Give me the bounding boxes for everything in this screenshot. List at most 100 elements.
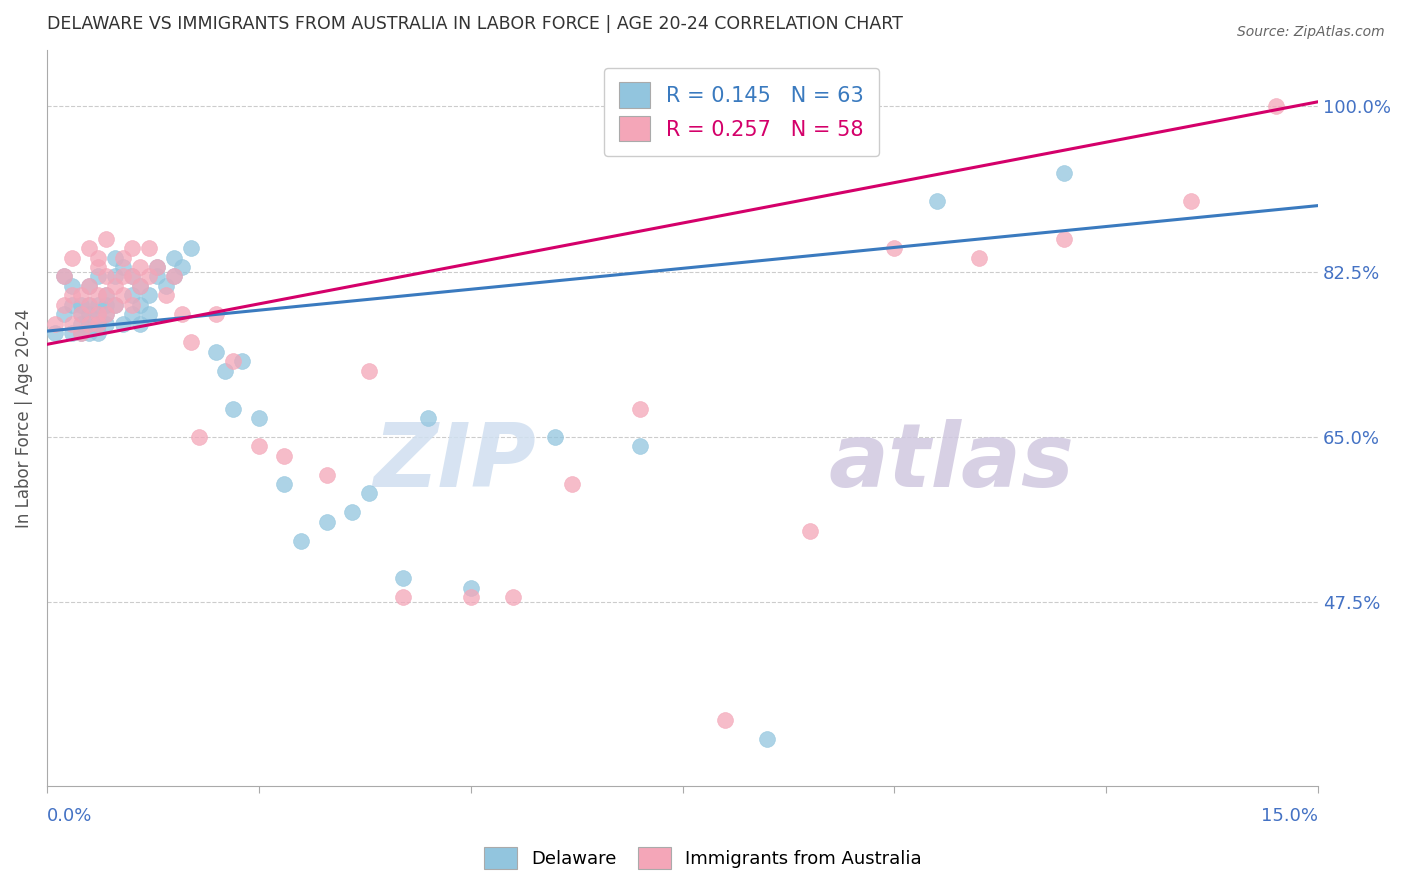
Point (104, 278, 127, 293)
Point (247, 439, 270, 453)
Point (315, 515, 337, 529)
Point (163, 269, 186, 284)
Point (96, 317, 118, 331)
Point (87, 317, 110, 331)
Point (104, 251, 127, 265)
Point (96, 288, 118, 302)
Text: ZIP: ZIP (374, 418, 536, 506)
Point (121, 241, 143, 255)
Point (155, 278, 177, 293)
Point (60, 288, 83, 302)
Point (87, 317, 110, 331)
Point (60, 317, 83, 331)
Point (87, 298, 110, 312)
Point (77, 241, 100, 255)
Point (146, 260, 169, 274)
Point (121, 269, 143, 284)
Point (87, 288, 110, 302)
Point (69, 307, 91, 321)
Point (77, 278, 100, 293)
Point (69, 326, 91, 340)
Point (460, 591, 482, 605)
Point (129, 278, 152, 293)
Point (52, 269, 75, 284)
Point (231, 354, 253, 368)
Point (1053, 232, 1076, 246)
Point (96, 232, 118, 246)
Point (69, 288, 91, 302)
Point (129, 260, 152, 274)
Point (273, 477, 295, 491)
Point (60, 298, 83, 312)
Point (146, 269, 169, 284)
Point (247, 411, 270, 425)
Point (714, 713, 737, 727)
Text: 15.0%: 15.0% (1261, 807, 1319, 825)
Point (138, 241, 160, 255)
Point (96, 298, 118, 312)
Point (222, 354, 245, 368)
Point (87, 307, 110, 321)
Point (138, 288, 160, 302)
Point (77, 298, 100, 312)
Point (138, 307, 160, 321)
Point (77, 317, 100, 331)
Point (96, 269, 118, 284)
Point (87, 326, 110, 340)
Point (340, 505, 363, 519)
Point (77, 317, 100, 331)
Legend: R = 0.145   N = 63, R = 0.257   N = 58: R = 0.145 N = 63, R = 0.257 N = 58 (605, 68, 879, 156)
Point (112, 251, 135, 265)
Point (121, 269, 143, 284)
Point (628, 439, 651, 453)
Point (77, 298, 100, 312)
Point (561, 477, 583, 491)
Point (52, 269, 75, 284)
Point (112, 269, 135, 284)
Point (60, 278, 83, 293)
Point (44, 326, 66, 340)
Point (172, 307, 194, 321)
Point (315, 467, 337, 482)
Legend: Delaware, Immigrants from Australia: Delaware, Immigrants from Australia (475, 838, 931, 879)
Point (214, 364, 236, 378)
Point (883, 241, 905, 255)
Point (96, 288, 118, 302)
Text: DELAWARE VS IMMIGRANTS FROM AUSTRALIA IN LABOR FORCE | AGE 20-24 CORRELATION CHA: DELAWARE VS IMMIGRANTS FROM AUSTRALIA IN… (46, 15, 903, 33)
Point (112, 288, 135, 302)
Point (104, 298, 127, 312)
Point (87, 317, 110, 331)
Point (112, 317, 135, 331)
Point (146, 260, 169, 274)
Point (392, 571, 415, 585)
Point (77, 278, 100, 293)
Point (69, 307, 91, 321)
Point (69, 326, 91, 340)
Point (273, 449, 295, 463)
Point (188, 430, 211, 444)
Point (799, 524, 821, 539)
Text: 0.0%: 0.0% (46, 807, 93, 825)
Point (180, 241, 202, 255)
Point (172, 260, 194, 274)
Point (290, 533, 312, 548)
Point (392, 591, 415, 605)
Point (222, 401, 245, 416)
Point (87, 260, 110, 274)
Point (87, 269, 110, 284)
Text: Source: ZipAtlas.com: Source: ZipAtlas.com (1237, 25, 1385, 39)
Text: atlas: atlas (828, 418, 1074, 506)
Point (60, 326, 83, 340)
Point (460, 581, 482, 595)
Point (52, 298, 75, 312)
Point (77, 326, 100, 340)
Point (357, 364, 380, 378)
Point (96, 307, 118, 321)
Point (138, 269, 160, 284)
Point (163, 251, 186, 265)
Point (756, 731, 779, 746)
Point (87, 307, 110, 321)
Point (77, 307, 100, 321)
Point (925, 194, 948, 208)
Point (1264, 99, 1286, 113)
